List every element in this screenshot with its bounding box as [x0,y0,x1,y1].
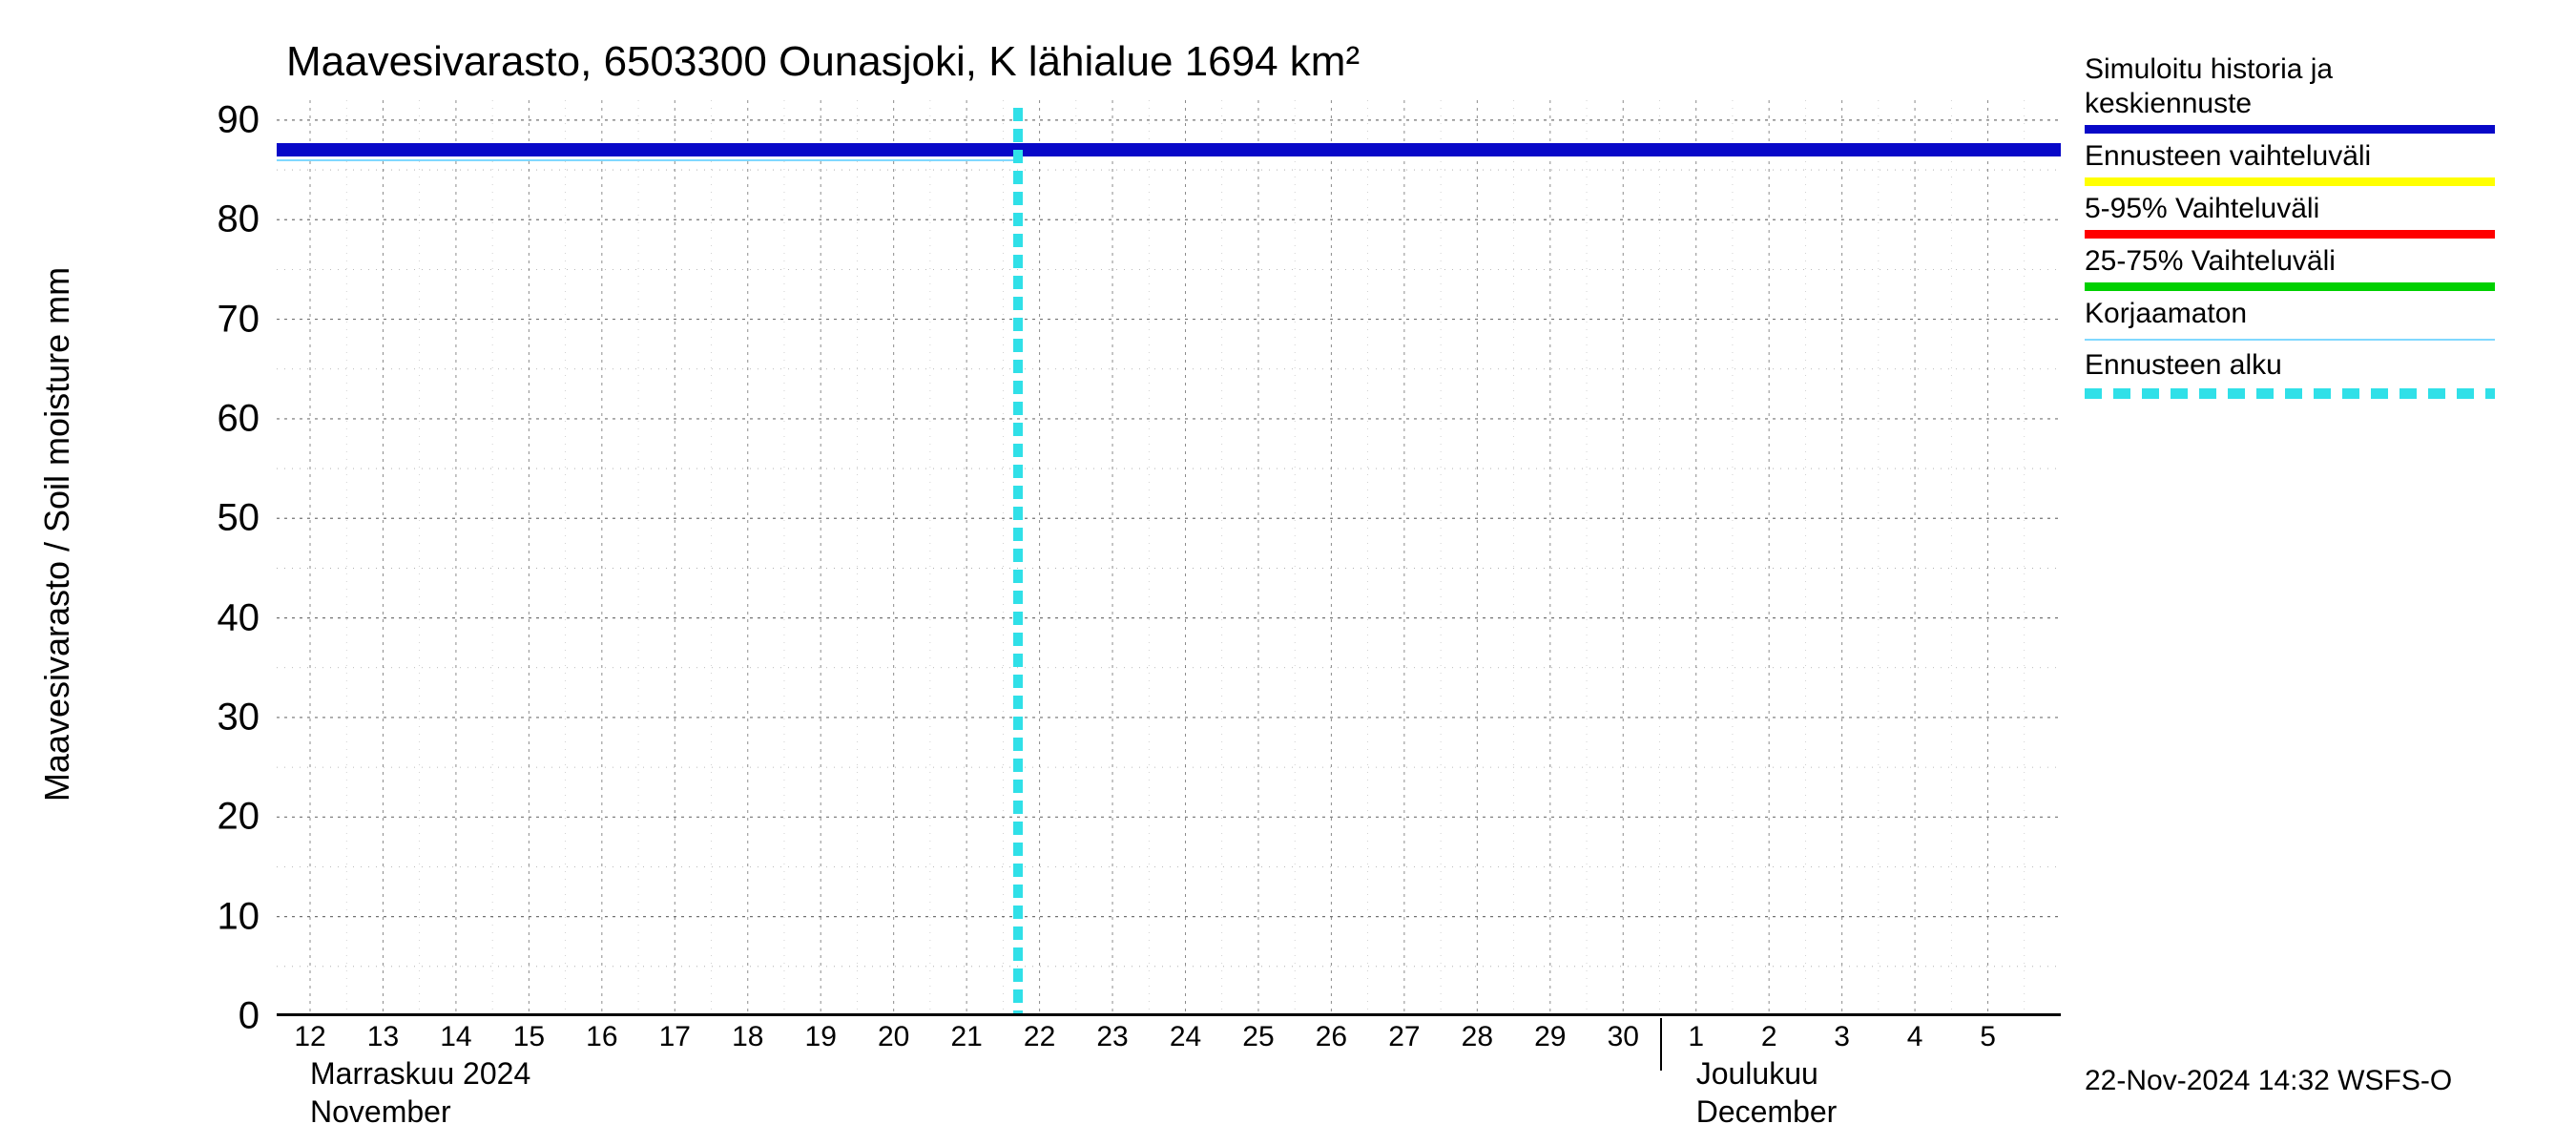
legend-item: Simuloitu historia ja keskiennuste [2085,52,2495,134]
legend-label: Simuloitu historia ja keskiennuste [2085,52,2495,121]
series-main [277,143,2061,156]
y-tick-label: 30 [218,696,260,739]
x-tick-label: 27 [1388,1021,1420,1053]
legend-swatch [2085,282,2495,291]
x-tick-label: 16 [586,1021,617,1053]
forecast-start-line [1013,100,1023,1013]
x-tick-label: 21 [950,1021,982,1053]
x-tick-label: 26 [1316,1021,1347,1053]
legend-label: 25-75% Vaihteluväli [2085,244,2495,279]
x-month-label: December [1696,1094,1838,1130]
x-tick-label: 18 [732,1021,763,1053]
x-tick-label: 1 [1688,1021,1704,1053]
legend-label: Ennusteen vaihteluväli [2085,139,2495,174]
grid [277,100,2061,1013]
y-tick-label: 0 [239,995,260,1038]
x-tick-label: 22 [1024,1021,1055,1053]
y-tick-label: 40 [218,596,260,639]
x-tick-label: 4 [1907,1021,1923,1053]
x-tick-label: 2 [1761,1021,1777,1053]
y-tick-label: 10 [218,895,260,938]
x-tick-label: 15 [513,1021,545,1053]
x-tick-label: 29 [1534,1021,1566,1053]
y-tick-label: 70 [218,298,260,341]
x-tick-label: 23 [1096,1021,1128,1053]
x-tick-label: 30 [1608,1021,1639,1053]
y-tick-label: 60 [218,397,260,440]
legend-item: Ennusteen vaihteluväli [2085,139,2495,186]
legend-swatch [2085,388,2495,399]
x-tick-label: 28 [1462,1021,1493,1053]
x-tick-label: 19 [805,1021,837,1053]
y-tick-label: 90 [218,98,260,141]
legend-item: Ennusteen alku [2085,348,2495,399]
legend-item: Korjaamaton [2085,297,2495,341]
chart-container: Maavesivarasto / Soil moisture mm Maaves… [0,0,2576,1145]
x-tick-label: 13 [367,1021,399,1053]
legend-label: Korjaamaton [2085,297,2495,331]
y-tick-label: 80 [218,198,260,241]
x-month-label: Marraskuu 2024 [310,1056,530,1092]
chart-title: Maavesivarasto, 6503300 Ounasjoki, K läh… [286,38,1360,86]
x-month-label: November [310,1094,451,1130]
x-tick-label: 12 [294,1021,325,1053]
legend: Simuloitu historia ja keskiennuste Ennust… [2085,52,2495,405]
y-axis-label: Maavesivarasto / Soil moisture mm [37,267,77,802]
legend-label: Ennusteen alku [2085,348,2495,383]
x-month-label: Joulukuu [1696,1056,1818,1092]
x-tick-label: 17 [659,1021,691,1053]
legend-swatch [2085,230,2495,239]
legend-swatch [2085,339,2495,341]
x-tick-label: 24 [1170,1021,1201,1053]
month-separator [1660,1018,1662,1071]
legend-label: 5-95% Vaihteluväli [2085,192,2495,226]
legend-swatch [2085,125,2495,134]
y-tick-label: 50 [218,497,260,540]
legend-item: 25-75% Vaihteluväli [2085,244,2495,291]
legend-item: 5-95% Vaihteluväli [2085,192,2495,239]
footer-timestamp: 22-Nov-2024 14:32 WSFS-O [2085,1065,2452,1097]
x-tick-label: 25 [1242,1021,1274,1053]
x-tick-label: 14 [440,1021,471,1053]
x-tick-label: 5 [1980,1021,1996,1053]
plot-area: 0102030405060708090121314151617181920212… [277,100,2061,1016]
legend-swatch [2085,177,2495,186]
x-tick-label: 20 [878,1021,909,1053]
x-tick-label: 3 [1834,1021,1850,1053]
y-tick-label: 20 [218,796,260,839]
series-uncorrected [277,159,1018,161]
